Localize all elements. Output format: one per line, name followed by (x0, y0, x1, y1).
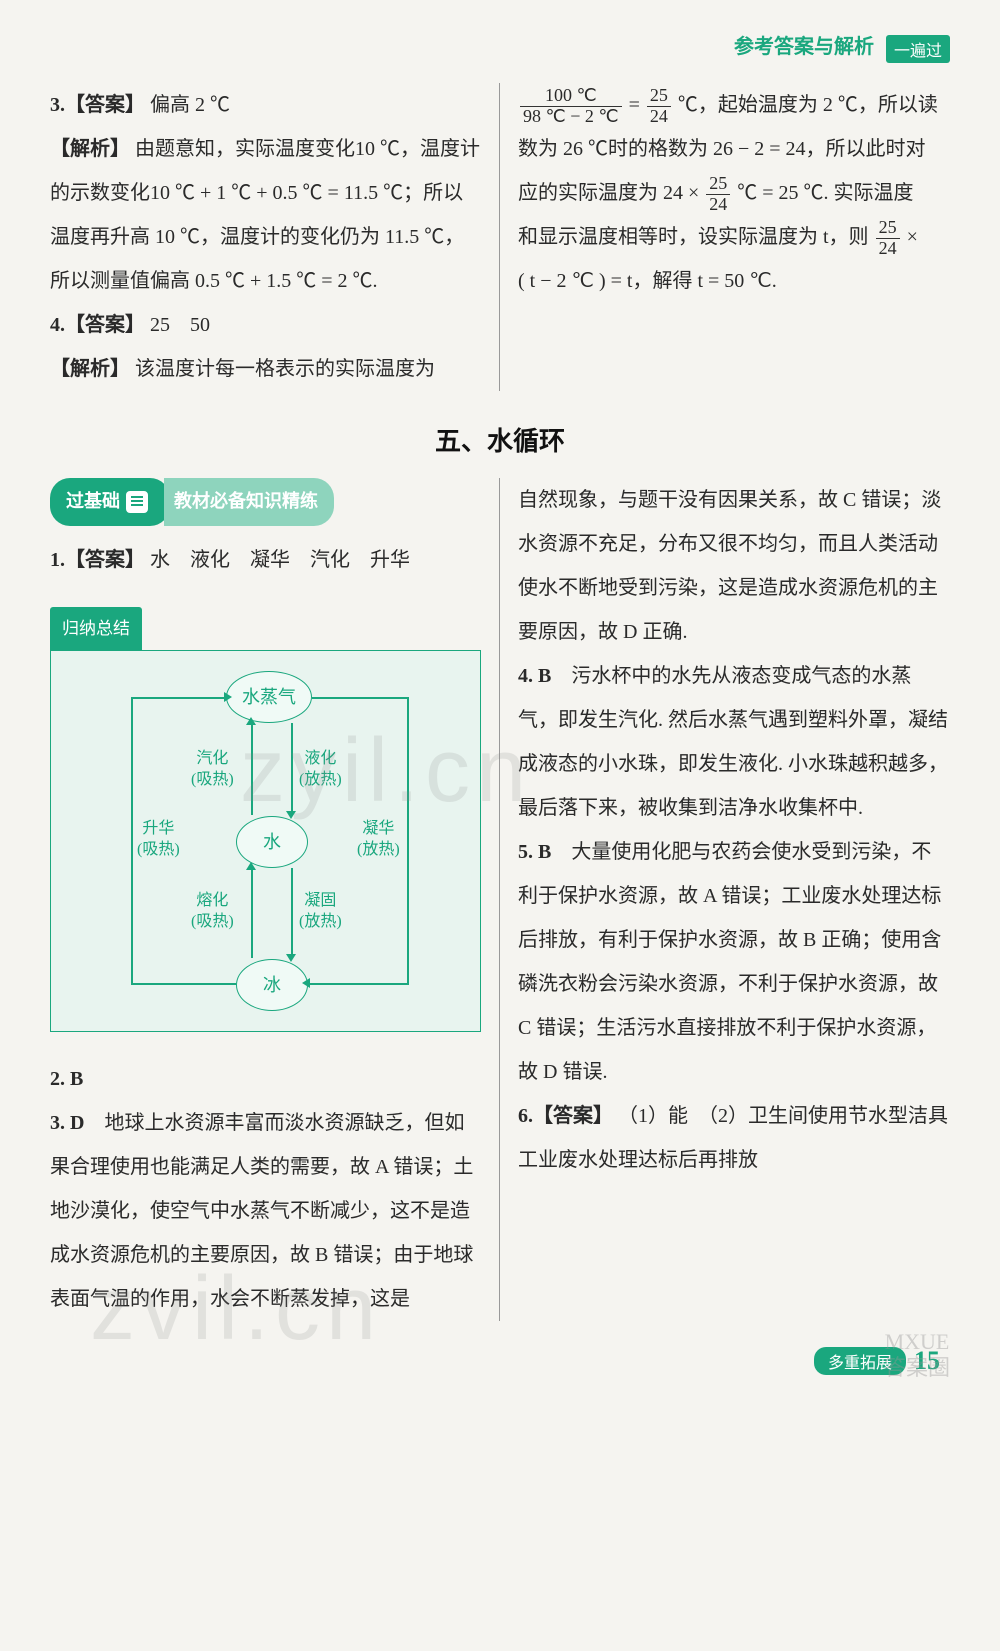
header-badge: 一遍过 (886, 35, 950, 63)
f2d: 24 (647, 107, 671, 127)
l4pre: 和显示温度相等时，设实际温度为 t，则 (518, 226, 869, 248)
arrow-melt (251, 868, 253, 958)
q4-continue-2: 数为 26 ℃时的格数为 26 − 2 = 24，所以此时对 (518, 127, 950, 171)
eq1: = (629, 94, 645, 116)
label-melt: 熔化(吸热) (191, 891, 234, 933)
s2-q4-body: 污水杯中的水先从液态变成气态的水蒸气，即发生汽化. 然后水蒸气遇到塑料外罩，凝结… (518, 665, 948, 819)
q3-answer-line: 3.【答案】 偏高 2 ℃ (50, 83, 481, 127)
q4-continue-5: ( t − 2 ℃ ) = t，解得 t = 50 ℃. (518, 259, 950, 303)
section1-right: 100 ℃ 98 ℃ − 2 ℃ = 25 24 ℃，起始温度为 2 ℃，所以读… (500, 83, 950, 391)
arrowhead-freeze (286, 954, 296, 962)
arrowhead-deposit (302, 978, 310, 988)
s2-right-p1: 自然现象，与题干没有因果关系，故 C 错误；淡水资源不充足，分布又很不均匀，而且… (518, 478, 950, 654)
list-icon (126, 491, 148, 513)
basics-pill-text: 过基础 (66, 482, 120, 522)
s2-q3-pre: 3. D (50, 1112, 84, 1134)
label-sublime: 升华(吸热) (137, 819, 180, 861)
s2-q3: 3. D 地球上水资源丰富而淡水资源缺乏，但如果合理使用也能满足人类的需要，故 … (50, 1101, 481, 1321)
label-liquefy: 液化(放热) (299, 749, 342, 791)
section2-columns: 过基础 教材必备知识精练 1.【答案】 水 液化 凝华 汽化 升华 归纳总结 水… (50, 478, 950, 1321)
q4-continue-1: 100 ℃ 98 ℃ − 2 ℃ = 25 24 ℃，起始温度为 2 ℃，所以读 (518, 83, 950, 127)
water-cycle-diagram: 水蒸气 水 冰 汽化(吸热) 液化(放热) 熔化(吸热) (61, 671, 470, 1011)
q4-answer-line: 4.【答案】 25 50 (50, 303, 481, 347)
dep-v (407, 697, 409, 985)
basics-badge: 过基础 教材必备知识精练 (50, 478, 334, 526)
tail1: ℃，起始温度为 2 ℃，所以读 (678, 94, 938, 116)
summary-label: 归纳总结 (50, 607, 142, 650)
section1-left: 3.【答案】 偏高 2 ℃ 【解析】 由题意知，实际温度变化10 ℃，温度计的示… (50, 83, 500, 391)
label-vaporize: 汽化(吸热) (191, 749, 234, 791)
s2-q4-pre: 4. B (518, 665, 551, 687)
dep-h-top (312, 697, 407, 699)
s2-q1-label: 1.【答案】 (50, 549, 145, 571)
node-vapor: 水蒸气 (226, 671, 312, 723)
q3-explain: 【解析】 由题意知，实际温度变化10 ℃，温度计的示数变化10 ℃ + 1 ℃ … (50, 127, 481, 303)
s2-q5: 5. B 大量使用化肥与农药会使水受到污染，不利于保护水资源，故 A 错误；工业… (518, 830, 950, 1094)
label-deposit: 凝华(放热) (357, 819, 400, 861)
q3-label: 3.【答案】 (50, 94, 145, 116)
f4n: 25 (876, 218, 900, 239)
footer: 多重拓展 15 (814, 1346, 940, 1376)
f2n: 25 (647, 86, 671, 107)
arrowhead-liquefy (286, 811, 296, 819)
l4post: × (907, 226, 918, 248)
q3-ex-body: 由题意知，实际温度变化10 ℃，温度计的示数变化10 ℃ + 1 ℃ + 0.5… (50, 138, 480, 292)
s2-q3-body: 地球上水资源丰富而淡水资源缺乏，但如果合理使用也能满足人类的需要，故 A 错误；… (50, 1112, 473, 1310)
fraction-2524-c: 25 24 (876, 218, 900, 259)
q3-ex-label: 【解析】 (50, 138, 130, 160)
frac-den: 98 ℃ − 2 ℃ (520, 107, 622, 127)
s2-q6-label: 6.【答案】 (518, 1105, 613, 1127)
s2-q5-pre: 5. B (518, 841, 551, 863)
q4-continue-4: 和显示温度相等时，设实际温度为 t，则 25 24 × (518, 215, 950, 259)
arrowhead-melt (246, 862, 256, 870)
section2-right: 自然现象，与题干没有因果关系，故 C 错误；淡水资源不充足，分布又很不均匀，而且… (500, 478, 950, 1321)
arrow-freeze (291, 868, 293, 958)
l3pre: 应的实际温度为 24 × (518, 182, 704, 204)
q3-answer: 偏高 2 ℃ (150, 94, 230, 116)
s2-q2: 2. B (50, 1057, 481, 1101)
arrow-liquefy (291, 723, 293, 815)
fraction-2524-b: 25 24 (706, 174, 730, 215)
s2-q6: 6.【答案】 （1）能 （2）卫生间使用节水型洁具 工业废水处理达标后再排放 (518, 1094, 950, 1182)
fraction-main: 100 ℃ 98 ℃ − 2 ℃ (520, 86, 622, 127)
s2-q1: 1.【答案】 水 液化 凝华 汽化 升华 (50, 538, 481, 582)
node-water: 水 (236, 816, 308, 868)
basics-pill: 过基础 (50, 478, 170, 526)
f3n: 25 (706, 174, 730, 195)
header-title: 参考答案与解析 (734, 30, 882, 59)
q4-answer: 25 50 (150, 314, 210, 336)
arrow-vaporize (251, 723, 253, 815)
footer-page-num: 15 (914, 1346, 940, 1376)
q4-label: 4.【答案】 (50, 314, 145, 336)
frac-num: 100 ℃ (520, 86, 622, 107)
s2-q4: 4. B 污水杯中的水先从液态变成气态的水蒸气，即发生汽化. 然后水蒸气遇到塑料… (518, 654, 950, 830)
section2-left: 过基础 教材必备知识精练 1.【答案】 水 液化 凝华 汽化 升华 归纳总结 水… (50, 478, 500, 1321)
footer-tag-text: 多重拓展 (814, 1347, 906, 1375)
sub-h-top (131, 697, 226, 699)
section-title: 五、水循环 (50, 421, 950, 458)
section1-columns: 3.【答案】 偏高 2 ℃ 【解析】 由题意知，实际温度变化10 ℃，温度计的示… (50, 83, 950, 391)
l3post: ℃ = 25 ℃. 实际温度 (737, 182, 913, 204)
q4-ex-pre: 该温度计每一格表示的实际温度为 (135, 358, 435, 380)
s2-q5-body: 大量使用化肥与农药会使水受到污染，不利于保护水资源，故 A 错误；工业废水处理达… (518, 841, 941, 1083)
label-freeze: 凝固(放热) (299, 891, 342, 933)
dep-h-bottom (308, 983, 408, 985)
summary-box: 水蒸气 水 冰 汽化(吸热) 液化(放热) 熔化(吸热) (50, 650, 481, 1032)
page: 参考答案与解析 一遍过 3.【答案】 偏高 2 ℃ 【解析】 由题意知，实际温度… (0, 0, 1000, 1401)
q4-ex-label: 【解析】 (50, 358, 130, 380)
arrowhead-sublime (224, 692, 232, 702)
arrowhead-vaporize (246, 717, 256, 725)
f3d: 24 (706, 195, 730, 215)
header: 参考答案与解析 一遍过 (50, 30, 950, 63)
s2-q2-text: 2. B (50, 1068, 83, 1090)
q4-explain: 【解析】 该温度计每一格表示的实际温度为 (50, 347, 481, 391)
f4d: 24 (876, 239, 900, 259)
sub-v (131, 697, 133, 985)
sub-h-bottom (131, 983, 236, 985)
node-ice: 冰 (236, 959, 308, 1011)
basics-subtitle: 教材必备知识精练 (164, 478, 334, 526)
s2-q1-ans: 水 液化 凝华 汽化 升华 (150, 549, 410, 571)
q4-continue-3: 应的实际温度为 24 × 25 24 ℃ = 25 ℃. 实际温度 (518, 171, 950, 215)
fraction-2524-a: 25 24 (647, 86, 671, 127)
